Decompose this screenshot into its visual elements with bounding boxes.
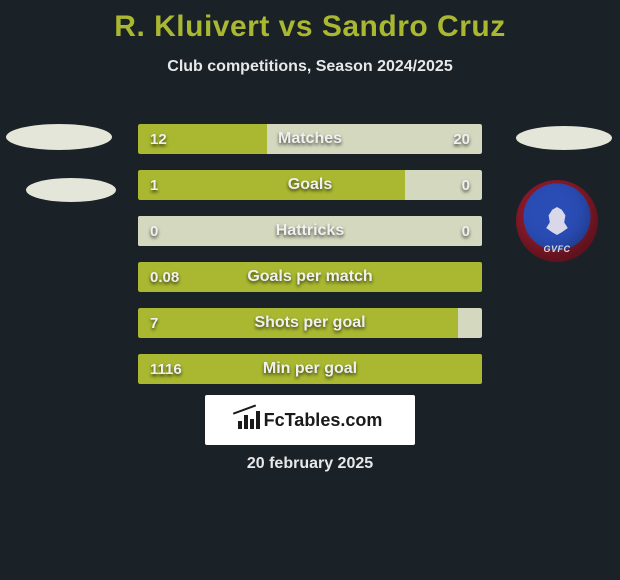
player-right-club-crest bbox=[516, 180, 598, 262]
stat-bar-right bbox=[458, 308, 482, 338]
comparison-title: R. Kluivert vs Sandro Cruz bbox=[0, 0, 620, 44]
stat-row: 7Shots per goal bbox=[138, 308, 482, 338]
club-crest-icon bbox=[537, 201, 577, 241]
player-left-avatar-placeholder-2 bbox=[26, 178, 116, 202]
watermark-text: FcTables.com bbox=[264, 410, 383, 431]
fctables-watermark: FcTables.com bbox=[205, 395, 415, 445]
stat-bar-left bbox=[138, 262, 482, 292]
stat-bar-left bbox=[138, 308, 458, 338]
player-left-avatar-placeholder-1 bbox=[6, 124, 112, 150]
comparison-bar-chart: 1220Matches 10Goals 00Hattricks 0.08Goals p… bbox=[138, 124, 482, 400]
comparison-subtitle: Club competitions, Season 2024/2025 bbox=[0, 58, 620, 76]
snapshot-date: 20 february 2025 bbox=[0, 455, 620, 473]
stat-bar-right bbox=[405, 170, 482, 200]
stat-row: 00Hattricks bbox=[138, 216, 482, 246]
player-right-avatar-placeholder bbox=[516, 126, 612, 150]
stat-row: 0.08Goals per match bbox=[138, 262, 482, 292]
stat-bar-left bbox=[138, 354, 482, 384]
stat-bar-left bbox=[138, 124, 267, 154]
stat-bar-right bbox=[138, 216, 482, 246]
stat-row: 1220Matches bbox=[138, 124, 482, 154]
bar-chart-icon bbox=[238, 411, 260, 429]
stat-bar-right bbox=[267, 124, 482, 154]
stat-bar-left bbox=[138, 170, 405, 200]
stat-row: 1116Min per goal bbox=[138, 354, 482, 384]
stat-row: 10Goals bbox=[138, 170, 482, 200]
